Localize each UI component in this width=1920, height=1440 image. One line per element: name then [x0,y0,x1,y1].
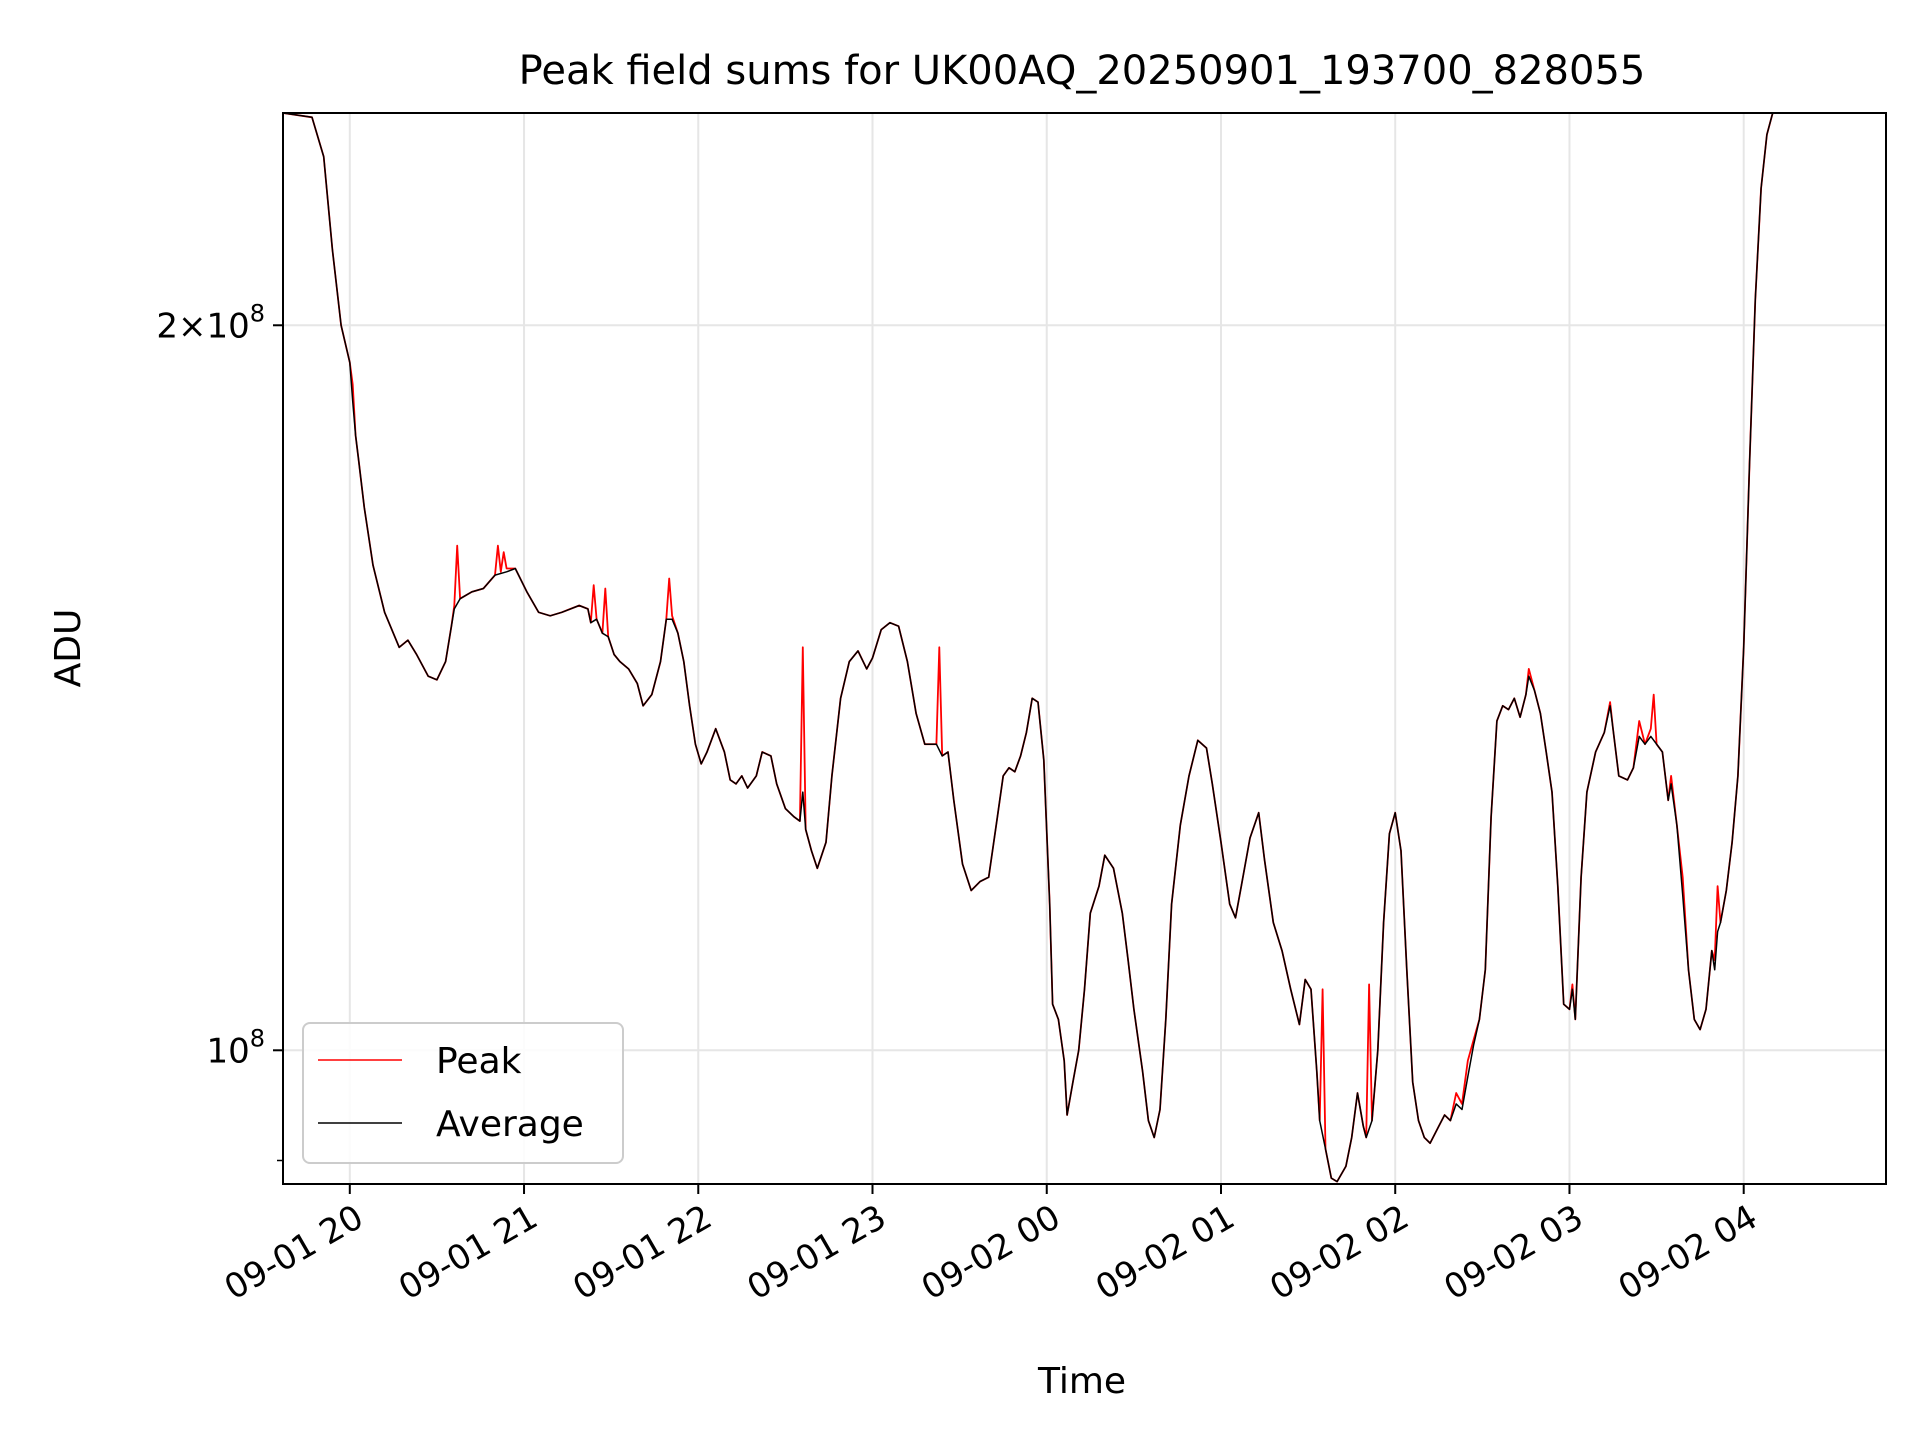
y-tick-label-exponent: 8 [250,299,265,327]
series-line-average [282,112,1886,1183]
legend-box [302,1022,624,1164]
y-tick-label-base: 10 [206,1031,249,1071]
legend: Peak Average [302,1022,624,1164]
chart-title: Peak field sums for UK00AQ_20250901_1937… [519,48,1646,94]
y-tick-label: 108 [206,1024,265,1071]
x-axis-label: Time [1037,1361,1126,1402]
legend-label-peak: Peak [436,1041,522,1082]
y-tick-label: 2×108 [156,299,265,346]
y-axis-label: ADU [48,609,89,688]
legend-label-average: Average [436,1104,584,1145]
plot-series [282,112,1886,1183]
y-tick-label-base: 2×10 [156,306,249,346]
y-tick-label-exponent: 8 [250,1024,265,1052]
plot-frame [282,112,1887,1185]
